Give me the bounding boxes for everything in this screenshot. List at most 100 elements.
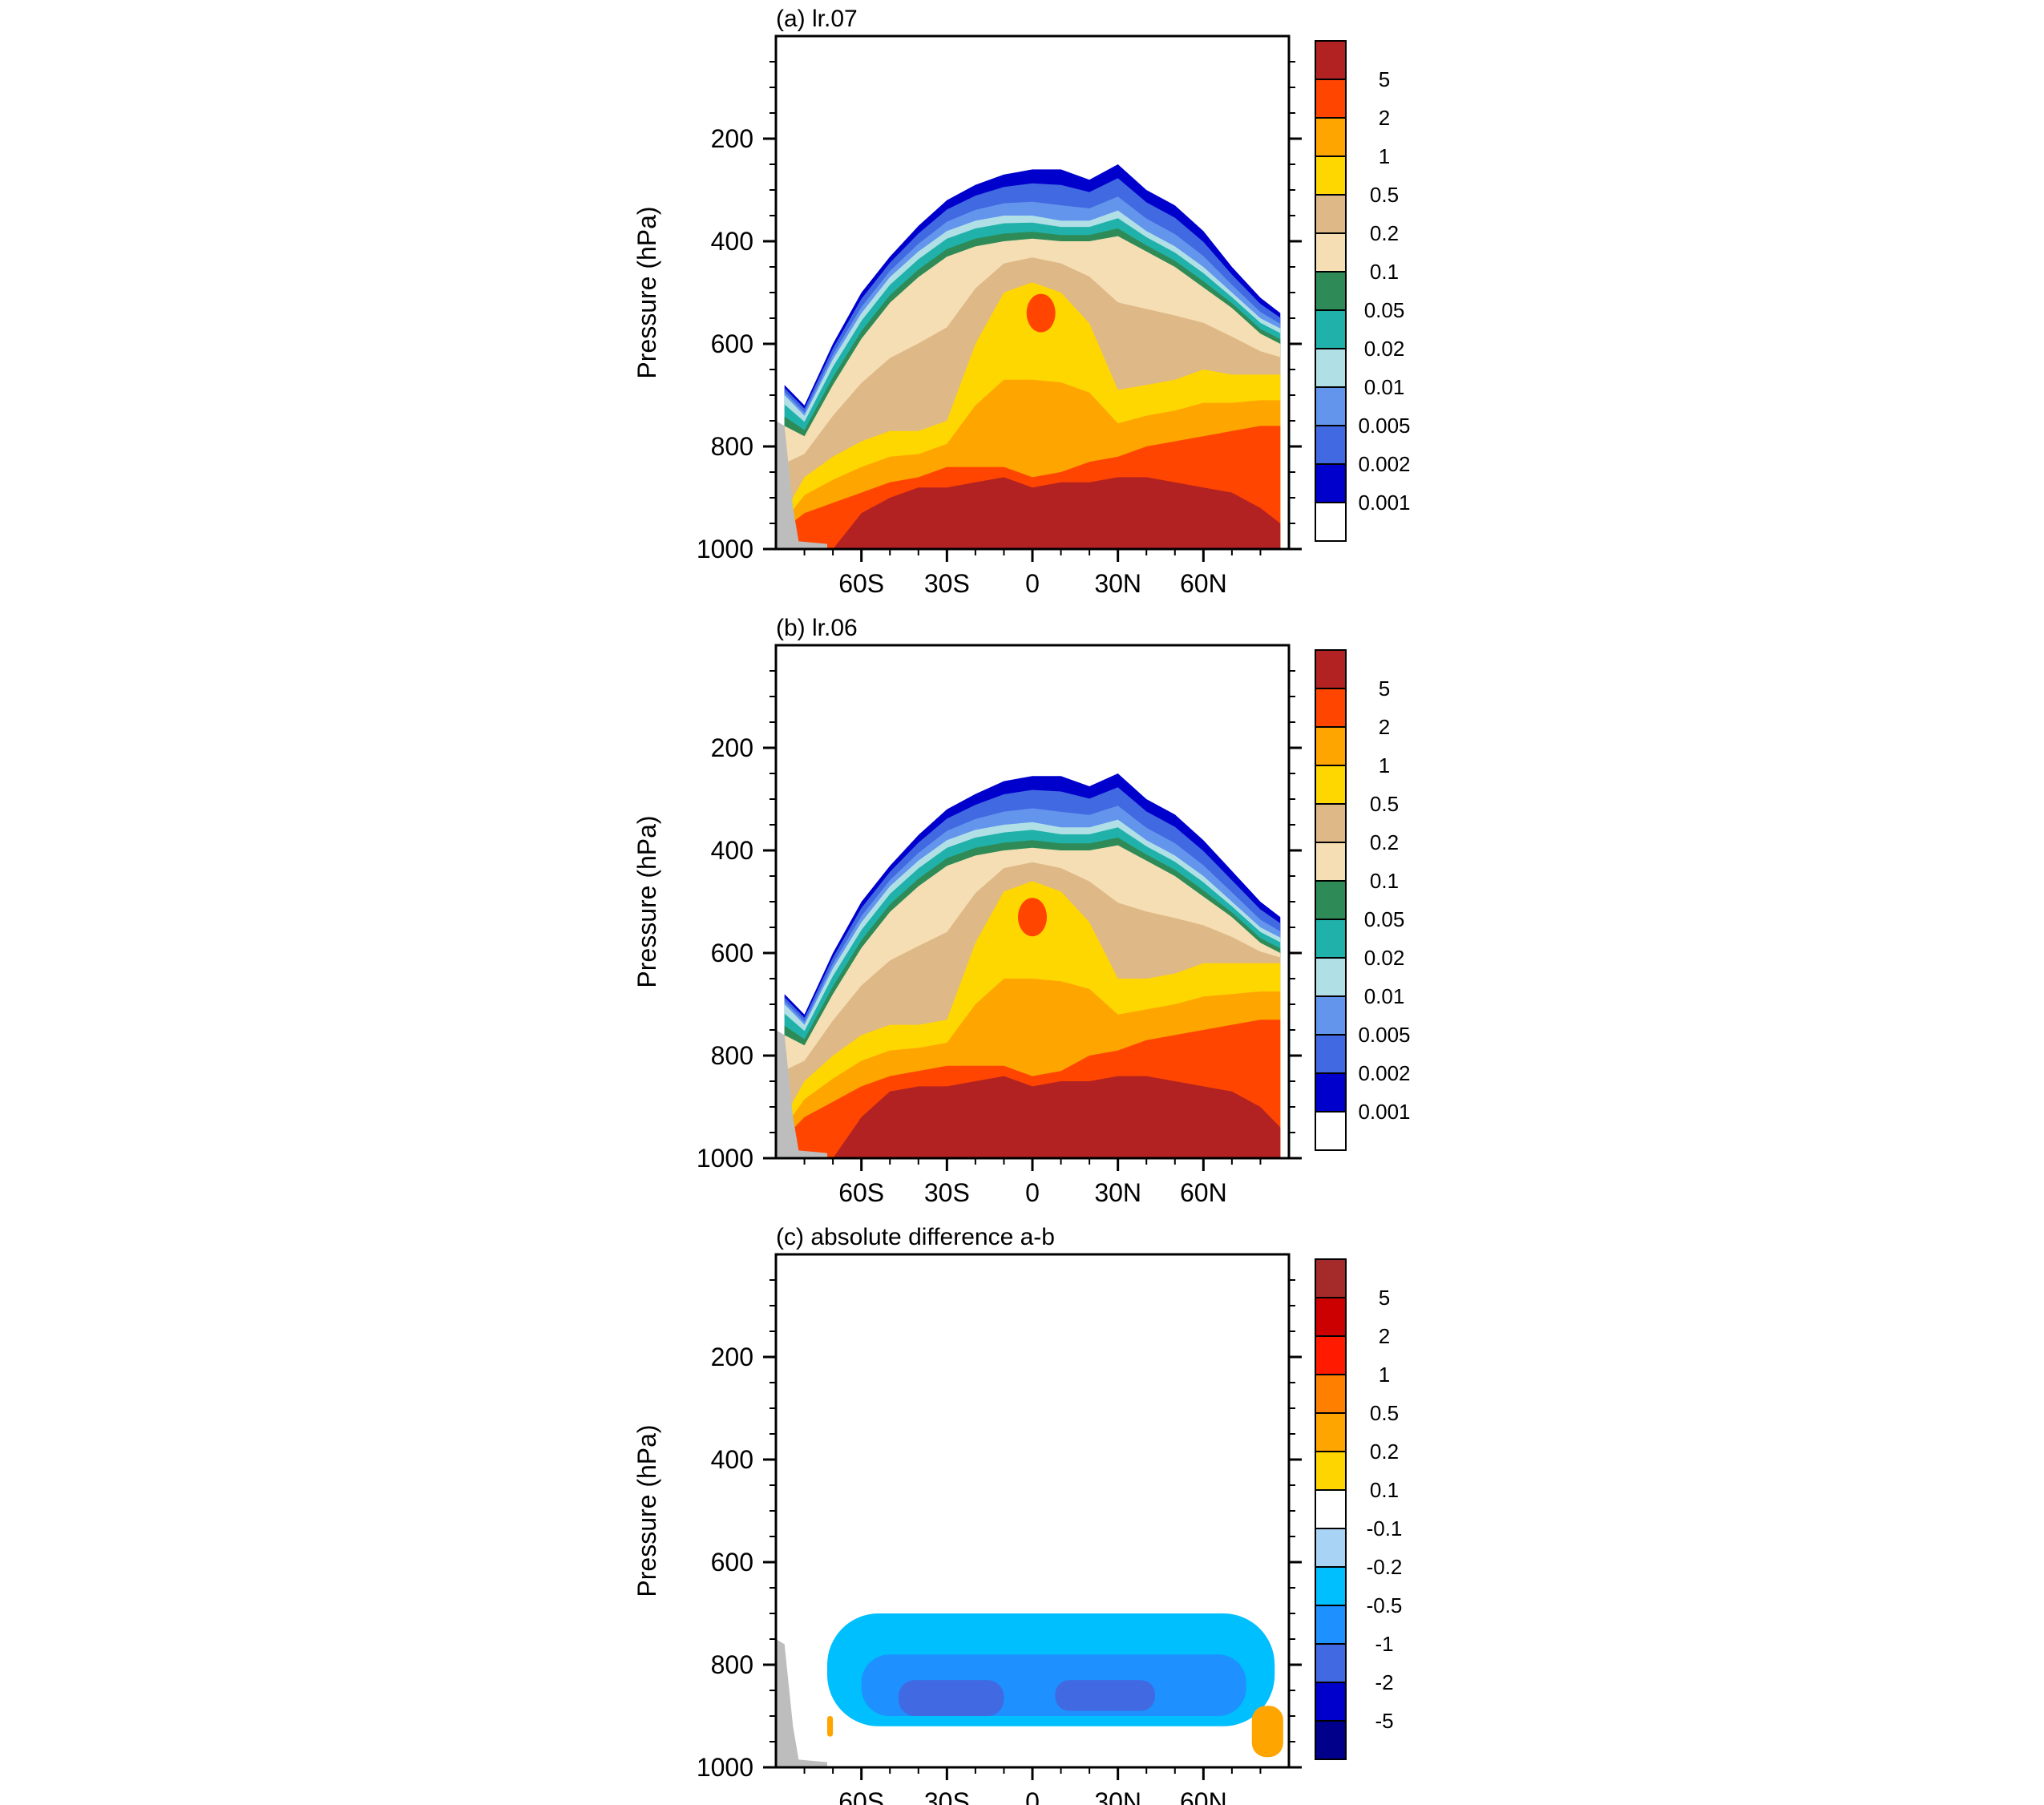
x-tick-label: 30N xyxy=(1094,1787,1141,1805)
panel-c-axes: 200 400 600 800 1000 60S 30S 0 30N 60N xyxy=(697,1279,1302,1805)
colorbar-box xyxy=(1315,117,1347,157)
colorbar-box xyxy=(1315,1643,1347,1683)
panel-a-plot xyxy=(776,164,1281,549)
x-tick-label: 0 xyxy=(1025,1787,1040,1805)
colorbar-box xyxy=(1315,386,1347,426)
colorbar-box xyxy=(1315,649,1347,689)
colorbar-box xyxy=(1315,919,1347,959)
x-tick-label: 30S xyxy=(924,1178,970,1207)
colorbar-box xyxy=(1315,271,1347,311)
panel-b-plot xyxy=(776,773,1281,1158)
x-tick-label: 30S xyxy=(924,1787,970,1805)
colorbar-label: 0.1 xyxy=(1370,260,1399,284)
y-tick-label: 1000 xyxy=(697,1753,753,1782)
panel-c-plot xyxy=(776,1475,1283,1767)
panel-b-title: (b) lr.06 xyxy=(776,615,858,641)
panel-c: (c) absolute difference a-b 200 400 600 800… xyxy=(632,1224,1402,1805)
colorbar-label: 1 xyxy=(1379,144,1390,168)
y-tick-label: 200 xyxy=(711,1343,753,1371)
panel-b-colorbar: 5 2 1 0.5 0.2 0.1 0.05 0.02 0.01 0.005 0.002 0.001 xyxy=(1315,649,1411,1151)
y-tick-label: 800 xyxy=(711,1041,753,1070)
colorbar-label: 2 xyxy=(1379,715,1390,739)
colorbar-box xyxy=(1315,425,1347,465)
colorbar-label: -0.2 xyxy=(1367,1555,1403,1579)
colorbar-box xyxy=(1315,1072,1347,1112)
colorbar-box xyxy=(1315,79,1347,119)
colorbar-box xyxy=(1315,995,1347,1036)
colorbar-label: 0.01 xyxy=(1364,375,1405,399)
colorbar-label: 0.2 xyxy=(1370,830,1399,854)
difference-region xyxy=(1055,1680,1155,1711)
colorbar-box xyxy=(1315,1297,1347,1337)
colorbar-label: 1 xyxy=(1379,753,1390,777)
x-tick-label: 0 xyxy=(1025,569,1040,598)
colorbar-box xyxy=(1315,1528,1347,1568)
difference-region xyxy=(1251,1706,1283,1758)
y-tick-label: 600 xyxy=(711,329,753,358)
maximum-blob xyxy=(1026,293,1056,333)
panel-b-field-layer xyxy=(776,773,1281,1158)
colorbar-box xyxy=(1315,765,1347,805)
panel-a-title: (a) lr.07 xyxy=(776,6,858,32)
colorbar-box xyxy=(1315,1034,1347,1074)
x-tick-label: 60N xyxy=(1180,1787,1227,1805)
panel-b-ylabel: Pressure (hPa) xyxy=(632,815,661,987)
difference-region xyxy=(898,1680,1004,1716)
colorbar-label: 2 xyxy=(1379,1324,1390,1348)
colorbar-label: -2 xyxy=(1375,1670,1393,1694)
colorbar-box xyxy=(1315,463,1347,503)
y-tick-label: 400 xyxy=(711,1445,753,1474)
colorbar-label: -5 xyxy=(1375,1709,1393,1733)
colorbar-box xyxy=(1315,1489,1347,1529)
y-tick-label: 600 xyxy=(711,1548,753,1577)
colorbar-box xyxy=(1315,40,1347,80)
colorbar-label: 0.2 xyxy=(1370,221,1399,245)
colorbar-label: 0.01 xyxy=(1364,984,1405,1008)
colorbar-label: 0.001 xyxy=(1358,491,1410,515)
x-tick-label: 60S xyxy=(838,569,884,598)
y-tick-label: 800 xyxy=(711,1650,753,1679)
panel-a-field-layer xyxy=(776,164,1281,549)
colorbar-box xyxy=(1315,1682,1347,1722)
colorbar-label: -0.1 xyxy=(1367,1516,1403,1541)
y-tick-label: 800 xyxy=(711,432,753,461)
panel-b-axes: 200 400 600 800 1000 60S 30S 0 30N 60N xyxy=(697,670,1302,1207)
colorbar-box xyxy=(1315,880,1347,920)
colorbar-box xyxy=(1315,1258,1347,1298)
colorbar-label: 0.1 xyxy=(1370,869,1399,893)
y-tick-label: 400 xyxy=(711,227,753,256)
y-tick-label: 400 xyxy=(711,836,753,865)
colorbar-label: 0.02 xyxy=(1364,337,1405,361)
x-tick-label: 60N xyxy=(1180,1178,1227,1207)
panel-a-colorbar: 5 2 1 0.5 0.2 0.1 0.05 0.02 0.01 0.005 0.002 0.001 xyxy=(1315,40,1411,542)
colorbar-label: 0.1 xyxy=(1370,1478,1399,1502)
colorbar-label: 5 xyxy=(1379,67,1390,91)
x-tick-label: 30N xyxy=(1094,569,1141,598)
x-tick-label: 30N xyxy=(1094,1178,1141,1207)
contour-band-5 xyxy=(784,1076,1281,1158)
land-mask xyxy=(776,421,827,549)
colorbar-box xyxy=(1315,1412,1347,1452)
colorbar-box xyxy=(1315,194,1347,234)
colorbar-label: 0.05 xyxy=(1364,298,1405,322)
difference-region xyxy=(827,1716,834,1737)
x-tick-label: 30S xyxy=(924,569,970,598)
panel-c-title: (c) absolute difference a-b xyxy=(776,1224,1055,1250)
colorbar-label: 0.005 xyxy=(1358,414,1410,438)
colorbar-box xyxy=(1315,842,1347,882)
colorbar-label: 0.05 xyxy=(1364,907,1405,931)
panel-c-field-layer xyxy=(776,1475,1283,1767)
colorbar-label: 2 xyxy=(1379,106,1390,130)
maximum-blob xyxy=(1018,898,1047,937)
y-tick-label: 600 xyxy=(711,939,753,967)
panel-c-colorbar: 5 2 1 0.5 0.2 0.1 -0.1 -0.2 -0.5 -1 -2 -5 xyxy=(1315,1258,1403,1760)
colorbar-box xyxy=(1315,232,1347,273)
colorbar-box xyxy=(1315,1335,1347,1375)
colorbar-box xyxy=(1315,1605,1347,1645)
x-tick-label: 0 xyxy=(1025,1178,1040,1207)
x-tick-label: 60N xyxy=(1180,569,1227,598)
y-tick-label: 200 xyxy=(711,733,753,762)
colorbar-label: 0.2 xyxy=(1370,1440,1399,1464)
colorbar-label: 5 xyxy=(1379,1286,1390,1310)
